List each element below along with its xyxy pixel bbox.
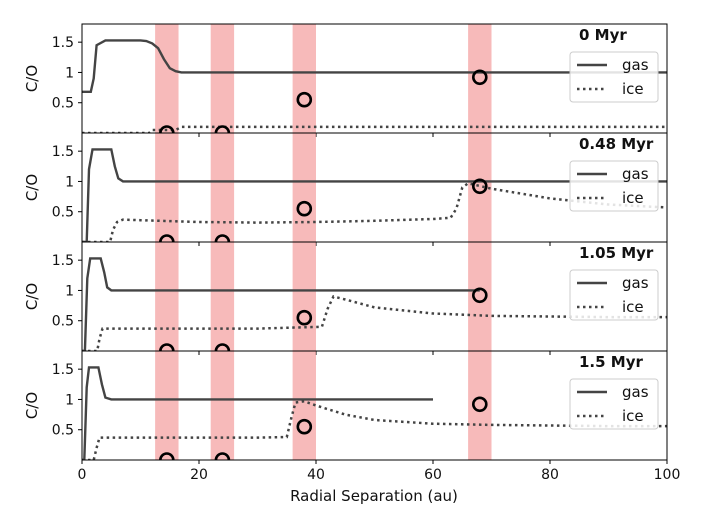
y-tick-label: 1.5: [52, 35, 74, 51]
data-point-marker: [471, 287, 488, 304]
y-tick-label: 1: [65, 392, 74, 408]
data-point-marker: [159, 125, 175, 133]
x-tick-label: 80: [541, 467, 559, 483]
data-point-marker: [214, 452, 231, 460]
data-point-marker: [296, 200, 313, 217]
series-line-gas: [82, 366, 433, 460]
legend-label-gas: gas: [622, 56, 649, 74]
shaded-band-0: [155, 133, 179, 242]
y-tick-label: 0.5: [52, 423, 74, 439]
data-point-marker: [214, 343, 231, 351]
shaded-band-1: [210, 24, 235, 133]
y-tick-label: 1.5: [52, 362, 74, 378]
series-line-gas: [82, 39, 667, 94]
series-line-ice: [82, 125, 667, 133]
y-tick-label: 0.5: [52, 96, 74, 112]
data-point-marker: [159, 343, 175, 351]
x-tick-label: 40: [307, 467, 325, 483]
panel-1: 0.5 1 1.5 C/O 0.48 Myr gas ice: [23, 132, 668, 246]
y-tick-label: 1: [65, 65, 74, 81]
x-tick-label: 0: [78, 467, 87, 483]
shaded-band-0: [155, 24, 179, 133]
y-axis-label: C/O: [23, 174, 41, 201]
legend-label-gas: gas: [622, 383, 649, 401]
data-point-marker: [159, 452, 175, 460]
y-axis-label: C/O: [23, 392, 41, 419]
y-tick-label: 0.5: [52, 205, 74, 221]
legend: gas ice: [569, 378, 659, 430]
legend-label-ice: ice: [622, 407, 644, 425]
y-tick-label: 1.5: [52, 144, 74, 160]
legend: gas ice: [569, 51, 659, 103]
legend: gas ice: [569, 160, 659, 212]
panel-frame: [81, 350, 668, 461]
data-point-marker: [214, 234, 231, 242]
x-axis-label: Radial Separation (au): [290, 487, 458, 505]
legend-label-ice: ice: [622, 80, 644, 98]
legend-label-ice: ice: [622, 298, 644, 316]
series-line-ice: [82, 295, 667, 351]
legend: gas ice: [569, 269, 659, 321]
shaded-band-0: [155, 242, 179, 351]
shaded-band-2: [292, 351, 316, 460]
y-tick-label: 0.5: [52, 314, 74, 330]
shaded-band-2: [292, 242, 316, 351]
panel-2: 0.5 1 1.5 C/O 1.05 Myr gas ice: [23, 241, 668, 355]
series-line-gas: [82, 148, 667, 242]
data-point-marker: [296, 418, 313, 435]
y-axis-label: C/O: [23, 283, 41, 310]
legend-label-ice: ice: [622, 189, 644, 207]
y-axis-label: C/O: [23, 65, 41, 92]
x-tick-label: 60: [424, 467, 442, 483]
y-tick-label: 1: [65, 283, 74, 299]
panels-layer: 0.5 1 1.5 C/O 0 Myr gas ice 0.5 1 1.5 C/O 0.48 Myr g…: [23, 23, 681, 483]
shaded-band-3: [468, 133, 492, 242]
panel-0: 0.5 1 1.5 C/O 0 Myr gas ice: [23, 23, 668, 137]
shaded-band-3: [468, 24, 492, 133]
shaded-band-1: [210, 242, 235, 351]
x-tick-label: 20: [190, 467, 208, 483]
series-line-gas: [82, 257, 480, 351]
shaded-band-3: [468, 242, 492, 351]
panel-title: 1.05 Myr: [579, 244, 654, 262]
data-point-marker: [296, 309, 313, 326]
data-point-marker: [471, 396, 488, 413]
panel-title: 0 Myr: [579, 26, 627, 44]
shaded-band-1: [210, 133, 235, 242]
data-point-marker: [159, 234, 175, 242]
panel-3: 0.5 1 1.5 0 20 40 60 80 100 C/O 1.5 Myr gas ice: [23, 350, 681, 483]
data-point-marker: [471, 69, 488, 86]
shaded-band-0: [155, 351, 179, 460]
series-line-ice: [82, 181, 667, 242]
x-tick-label: 100: [654, 467, 681, 483]
legend-label-gas: gas: [622, 165, 649, 183]
shaded-band-1: [210, 351, 235, 460]
data-point-marker: [214, 125, 231, 133]
shaded-band-2: [292, 133, 316, 242]
series-line-ice: [82, 400, 667, 460]
data-point-marker: [296, 91, 313, 108]
panel-title: 1.5 Myr: [579, 353, 643, 371]
shaded-band-3: [468, 351, 492, 460]
panel-title: 0.48 Myr: [579, 135, 654, 153]
shaded-band-2: [292, 24, 316, 133]
y-tick-label: 1.5: [52, 253, 74, 269]
y-tick-label: 1: [65, 174, 74, 190]
data-point-marker: [471, 178, 488, 195]
legend-label-gas: gas: [622, 274, 649, 292]
